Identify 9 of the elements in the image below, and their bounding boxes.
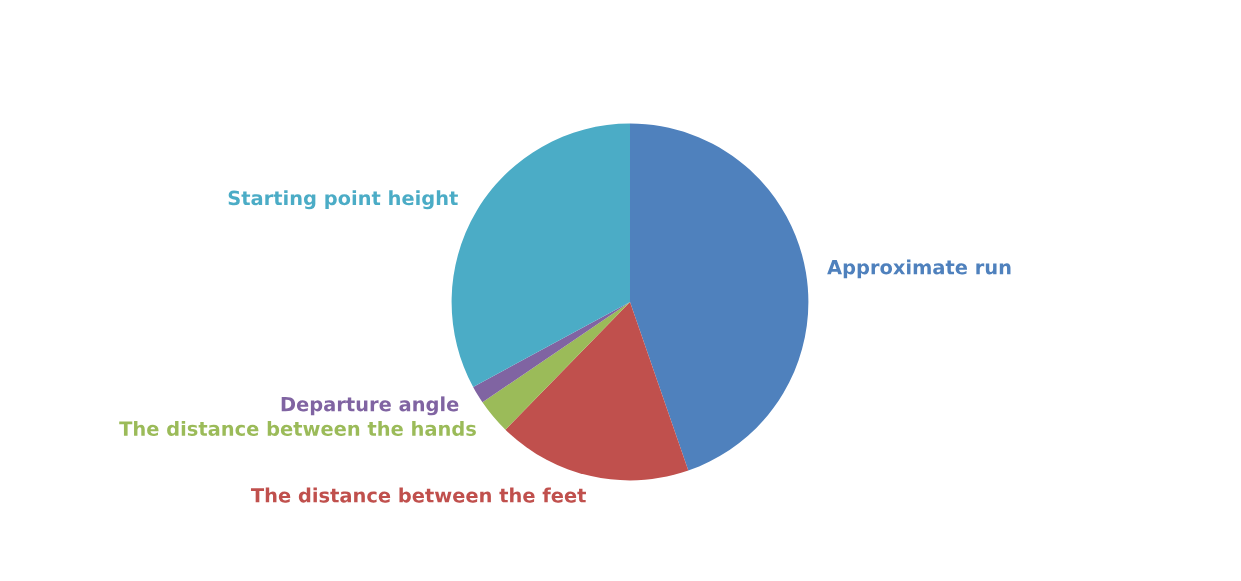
pie-slice (630, 123, 809, 471)
slice-label: Starting point height (228, 190, 458, 210)
pie-slice (505, 302, 689, 481)
slice-label: The distance between the feet (250, 487, 586, 503)
pie-slice (473, 302, 630, 403)
slice-label: Approximate run (827, 259, 1011, 279)
pie-slice (482, 302, 630, 430)
slice-label: Departure angle (281, 396, 459, 416)
slice-label: The distance between the hands (119, 420, 476, 436)
